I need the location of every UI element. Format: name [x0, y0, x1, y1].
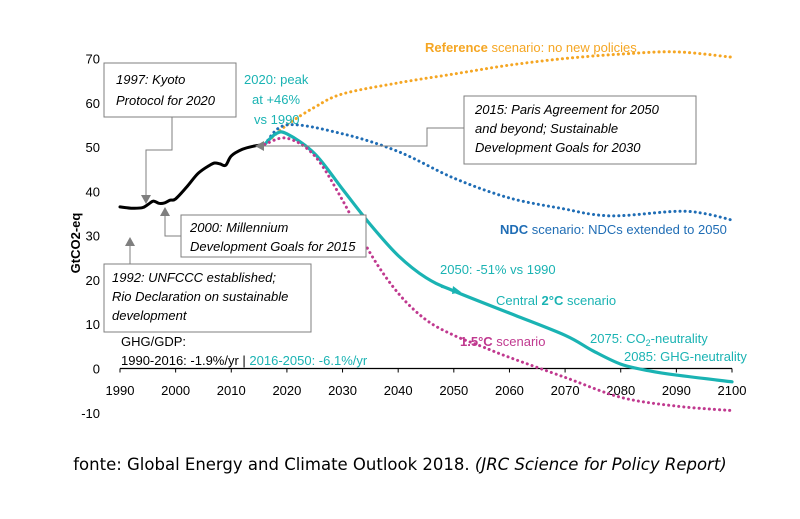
callouts: 1997: Kyoto Protocol for 2020 2015: Pari…: [103, 62, 697, 333]
x-tick-label: 2020: [272, 383, 301, 398]
y-tick-label: 20: [86, 273, 100, 288]
central-prefix: Central: [496, 293, 542, 308]
y-tick-label: 70: [86, 52, 100, 67]
caption-main: fonte: Global Energy and Climate Outlook…: [73, 455, 475, 474]
mdg-callout: 2000: Millennium Development Goals for 2…: [160, 207, 367, 258]
series-layer: [118, 50, 734, 413]
kyoto-line1: 1997: Kyoto: [116, 72, 185, 87]
y-tick-label: 50: [86, 140, 100, 155]
ghg-gdp-future: 2016-2050: -6.1%/yr: [249, 353, 367, 368]
one5-rest: scenario: [493, 334, 546, 349]
x-tick-label: 2070: [551, 383, 580, 398]
co2-neutrality-sub: 2: [646, 338, 651, 348]
co2-neutrality-b: -neutrality: [651, 331, 709, 346]
series-1-5-c-scenario: [263, 136, 734, 413]
reference-label-bold: Reference: [425, 40, 488, 55]
x-tick-label: 2030: [328, 383, 357, 398]
unfccc-arrowhead: [125, 237, 135, 246]
unfccc-callout: 1992: UNFCCC established; Rio Declaratio…: [103, 237, 312, 333]
unfccc-line3: development: [112, 308, 188, 323]
ndc-label-rest: scenario: NDCs extended to 2050: [528, 222, 727, 237]
x-tick-label: 2000: [161, 383, 190, 398]
y-axis-label: GtCO2-eq: [68, 213, 83, 274]
y-tick-label: 40: [86, 184, 100, 199]
caption-source: (JRC Science for Policy Report): [474, 455, 727, 474]
y-tick-label: -10: [81, 406, 100, 421]
ghg-gdp-sep: |: [239, 353, 250, 368]
kyoto-line2: Protocol for 2020: [116, 93, 216, 108]
mdg-arrowhead: [160, 207, 170, 216]
co2-neutrality-label: 2075: CO2-neutrality: [590, 331, 708, 348]
series-central-2-c-scenario: [263, 130, 734, 384]
y-tick-label: 30: [86, 229, 100, 244]
paris-line2: and beyond; Sustainable: [475, 121, 618, 136]
ghg-gdp-rates: 1990-2016: -1.9%/yr | 2016-2050: -6.1%/y…: [121, 353, 368, 368]
one5-bold: 1.5°C: [460, 334, 493, 349]
unfccc-line1: 1992: UNFCCC established;: [112, 270, 276, 285]
reference-label-rest: scenario: no new policies: [488, 40, 637, 55]
one5-label: 1.5°C scenario: [460, 334, 545, 349]
y-tick-label: 0: [93, 362, 100, 377]
x-tick-label: 1990: [106, 383, 135, 398]
x-tick-label: 2100: [718, 383, 747, 398]
ndc-label: NDC scenario: NDCs extended to 2050: [500, 222, 727, 237]
reduction-2050-label: 2050: -51% vs 1990: [440, 262, 556, 277]
paris-callout: 2015: Paris Agreement for 2050 and beyon…: [255, 95, 697, 165]
x-tick-label: 2040: [384, 383, 413, 398]
y-tick-label: 10: [86, 317, 100, 332]
kyoto-arrowhead: [141, 195, 151, 204]
kyoto-leader: [145, 117, 173, 197]
x-tick-label: 2050: [439, 383, 468, 398]
reference-label: Reference scenario: no new policies: [425, 40, 637, 55]
ndc-label-bold: NDC: [500, 222, 529, 237]
paris-line3: Development Goals for 2030: [475, 140, 641, 155]
central-label: Central 2°C scenario: [496, 293, 616, 308]
mdg-line1: 2000: Millennium: [189, 220, 288, 235]
ghg-gdp-hist: 1990-2016: -1.9%/yr: [121, 353, 239, 368]
kyoto-callout: 1997: Kyoto Protocol for 2020: [103, 62, 237, 204]
paris-arrowhead: [255, 141, 264, 151]
labels: Reference scenario: no new policies 2020…: [121, 40, 747, 368]
peak-line3: vs 1990: [254, 112, 300, 127]
central-bold: 2°C: [542, 293, 564, 308]
series-ndc-scenario: [263, 123, 734, 222]
x-tick-label: 2060: [495, 383, 524, 398]
mdg-leader: [164, 215, 181, 237]
figure-caption: fonte: Global Energy and Climate Outlook…: [0, 455, 800, 474]
x-tick-label: 2010: [217, 383, 246, 398]
reduction-2050-arrowhead: [452, 286, 461, 294]
y-tick-label: 60: [86, 96, 100, 111]
peak-line2: at +46%: [252, 92, 301, 107]
ghg-gdp-title: GHG/GDP:: [121, 334, 186, 349]
mdg-line2: Development Goals for 2015: [190, 239, 356, 254]
x-tick-label: 2080: [606, 383, 635, 398]
co2-neutrality-a: 2075: CO: [590, 331, 646, 346]
paris-leader: [264, 127, 464, 147]
paris-line1: 2015: Paris Agreement for 2050: [474, 102, 660, 117]
ghg-neutrality-label: 2085: GHG-neutrality: [624, 349, 747, 364]
x-tick-label: 2090: [662, 383, 691, 398]
series-historical: [118, 142, 267, 210]
peak-line1: 2020: peak: [244, 72, 309, 87]
unfccc-line2: Rio Declaration on sustainable: [112, 289, 288, 304]
central-suffix: scenario: [563, 293, 616, 308]
